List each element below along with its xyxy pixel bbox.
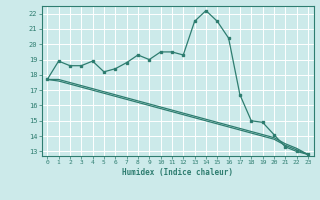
X-axis label: Humidex (Indice chaleur): Humidex (Indice chaleur) <box>122 168 233 177</box>
